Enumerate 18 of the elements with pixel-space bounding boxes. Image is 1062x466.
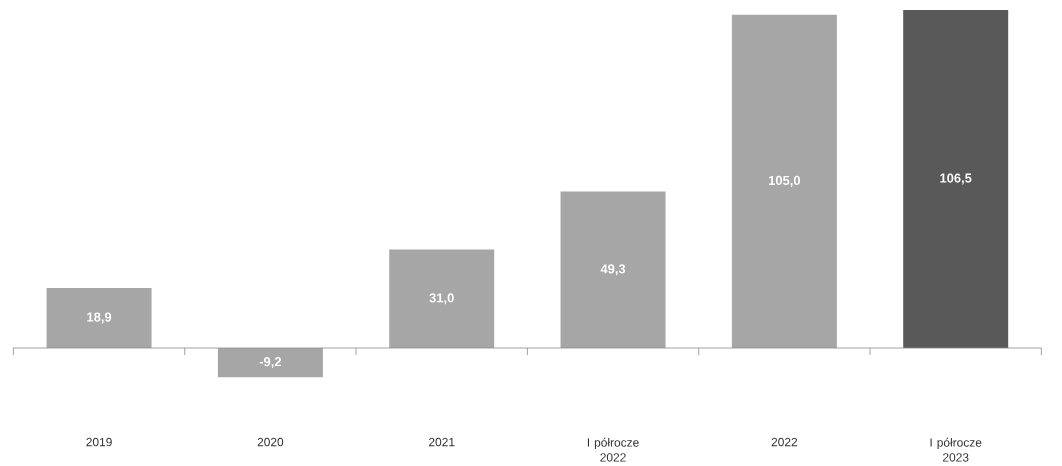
bar	[560, 191, 666, 348]
x-tick-label: 2021	[429, 437, 455, 447]
bar	[217, 348, 323, 378]
data-label: 31,0	[429, 293, 454, 305]
x-tick-label: 2022	[771, 437, 798, 447]
bar	[731, 14, 837, 348]
data-label: -9,2	[259, 357, 282, 369]
data-label: 49,3	[600, 264, 626, 276]
x-tick-label: 2020	[257, 437, 284, 447]
x-tick-label: I półrocze 2023	[930, 437, 982, 462]
bar	[389, 249, 495, 348]
data-label: 18,9	[87, 312, 112, 324]
bar	[46, 288, 152, 348]
x-tick-label: I półrocze 2022	[587, 437, 639, 462]
data-label: 105,0	[768, 175, 801, 187]
data-label: 106,5	[940, 173, 972, 185]
x-tick-label: 2019	[86, 437, 112, 447]
bar	[903, 10, 1009, 348]
